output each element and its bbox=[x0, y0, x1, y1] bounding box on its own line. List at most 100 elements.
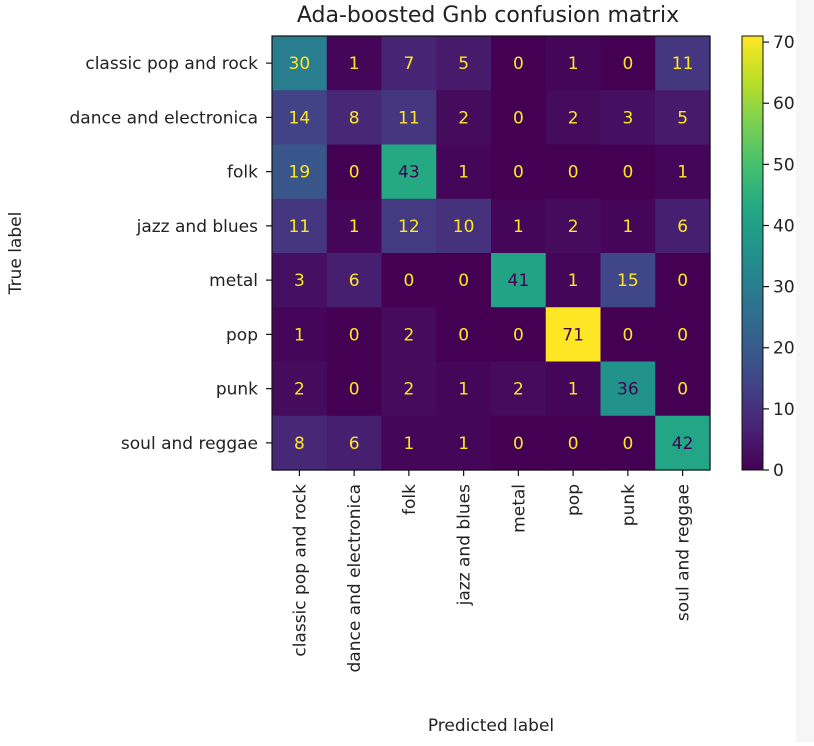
heatmap-cell bbox=[326, 253, 383, 308]
cell-value-label: 71 bbox=[562, 325, 584, 345]
cell-value-label: 2 bbox=[568, 108, 579, 128]
confusion-matrix-chart: Ada-boosted Gnb confusion matrix 30 1 7 5 0 1… bbox=[6, 3, 795, 736]
cell-value-label: 14 bbox=[289, 108, 311, 128]
y-tick-label-pop: pop bbox=[226, 325, 258, 345]
cell-value-label: 1 bbox=[568, 54, 579, 74]
y-tick-label-classic-pop-and-rock: classic pop and rock bbox=[85, 54, 258, 74]
cell-value-label: 1 bbox=[458, 163, 469, 183]
y-tick-label-folk: folk bbox=[227, 163, 258, 183]
cell-value-label: 41 bbox=[508, 271, 530, 291]
heatmap-cell bbox=[272, 307, 328, 363]
heatmap-cell bbox=[436, 253, 492, 308]
heatmap-cell bbox=[491, 36, 547, 91]
cell-value-label: 0 bbox=[513, 54, 524, 74]
heatmap-cell bbox=[272, 198, 328, 254]
cell-value-label: 1 bbox=[568, 380, 579, 400]
heatmap-cell bbox=[272, 253, 328, 308]
heatmap-cell bbox=[600, 361, 656, 417]
x-axis-label: Predicted label bbox=[428, 716, 554, 736]
y-tick-label-soul-and-reggae: soul and reggae bbox=[121, 434, 258, 454]
heatmap-cell bbox=[491, 307, 547, 363]
cell-value-label: 2 bbox=[458, 108, 469, 128]
cell-value-label: 3 bbox=[294, 271, 305, 291]
cell-value-label: 1 bbox=[294, 325, 305, 345]
cell-value-label: 0 bbox=[458, 271, 469, 291]
heatmap-cell bbox=[655, 307, 711, 363]
cell-value-label: 2 bbox=[568, 217, 579, 237]
cell-value-label: 36 bbox=[617, 380, 639, 400]
cell-value-label: 0 bbox=[349, 380, 360, 400]
heatmap-cell bbox=[600, 307, 656, 363]
heatmap-cell bbox=[655, 90, 711, 146]
colorbar-tick-label: 30 bbox=[773, 278, 795, 298]
heatmap-cell bbox=[381, 36, 437, 91]
heatmap-cell bbox=[436, 90, 492, 146]
heatmap-cell bbox=[326, 307, 383, 363]
x-tick-label-metal: metal bbox=[509, 484, 529, 533]
heatmap-cell bbox=[381, 253, 437, 308]
cell-value-label: 6 bbox=[349, 271, 360, 291]
heatmap-cell bbox=[381, 198, 437, 254]
heatmap-cell bbox=[545, 307, 602, 363]
cell-value-label: 0 bbox=[349, 325, 360, 345]
heatmap-cell bbox=[655, 144, 711, 200]
cell-value-label: 1 bbox=[513, 217, 524, 237]
heatmap-cell bbox=[600, 90, 656, 146]
colorbar-gradient bbox=[741, 35, 764, 471]
cell-value-label: 0 bbox=[458, 325, 469, 345]
cell-value-label: 11 bbox=[672, 54, 694, 74]
heatmap-cell bbox=[491, 198, 547, 254]
heatmap-cell bbox=[491, 90, 547, 146]
y-tick-label-punk: punk bbox=[216, 380, 258, 400]
heatmap-cell bbox=[545, 144, 602, 200]
x-tick-label-dance-and-electronica: dance and electronica bbox=[345, 484, 365, 673]
cell-value-label: 0 bbox=[677, 380, 688, 400]
cell-value-label: 7 bbox=[403, 54, 414, 74]
heatmap-cell bbox=[381, 144, 437, 200]
cell-value-label: 19 bbox=[289, 163, 311, 183]
colorbar-tick-label: 0 bbox=[773, 461, 784, 481]
x-tick-label-soul-and-reggae: soul and reggae bbox=[674, 484, 694, 621]
heatmap-cell bbox=[272, 90, 328, 146]
cell-value-label: 1 bbox=[677, 163, 688, 183]
x-tick-label-classic-pop-and-rock: classic pop and rock bbox=[290, 484, 310, 657]
cell-value-label: 0 bbox=[622, 325, 633, 345]
heatmap-cell bbox=[655, 198, 711, 254]
cell-value-label: 6 bbox=[677, 217, 688, 237]
cell-value-label: 0 bbox=[349, 163, 360, 183]
cell-value-label: 1 bbox=[349, 217, 360, 237]
heatmap-cell bbox=[655, 415, 711, 471]
heatmap-cell bbox=[381, 307, 437, 363]
cell-value-label: 11 bbox=[289, 217, 311, 237]
cell-value-label: 0 bbox=[513, 108, 524, 128]
heatmap-cell bbox=[545, 361, 602, 417]
cell-value-label: 0 bbox=[513, 434, 524, 454]
cell-value-label: 1 bbox=[622, 217, 633, 237]
colorbar-tick-label: 50 bbox=[773, 155, 795, 175]
heatmap-cell bbox=[436, 361, 492, 417]
heatmap-cell bbox=[600, 198, 656, 254]
cell-value-label: 30 bbox=[289, 54, 311, 74]
cell-value-label: 2 bbox=[294, 380, 305, 400]
cell-value-label: 0 bbox=[568, 434, 579, 454]
colorbar: 0 10 20 30 40 50 60 70 bbox=[741, 33, 795, 481]
heatmap-cell bbox=[326, 198, 383, 254]
colorbar-tick-label: 40 bbox=[773, 216, 795, 236]
heatmap-cell bbox=[436, 307, 492, 363]
cell-value-label: 0 bbox=[403, 271, 414, 291]
cell-value-label: 0 bbox=[622, 434, 633, 454]
y-axis: classic pop and rock dance and electronic… bbox=[69, 54, 272, 454]
heatmap-cell bbox=[491, 144, 547, 200]
heatmap-cell bbox=[272, 36, 328, 91]
cell-value-label: 12 bbox=[398, 217, 420, 237]
heatmap-cell bbox=[381, 415, 437, 471]
cell-value-label: 0 bbox=[513, 325, 524, 345]
heatmap-cell bbox=[545, 253, 602, 308]
heatmap-cell bbox=[381, 90, 437, 146]
cell-value-label: 0 bbox=[622, 163, 633, 183]
x-tick-label-jazz-and-blues: jazz and blues bbox=[455, 484, 475, 607]
heatmap-cell bbox=[326, 90, 383, 146]
cell-value-label: 8 bbox=[349, 108, 360, 128]
